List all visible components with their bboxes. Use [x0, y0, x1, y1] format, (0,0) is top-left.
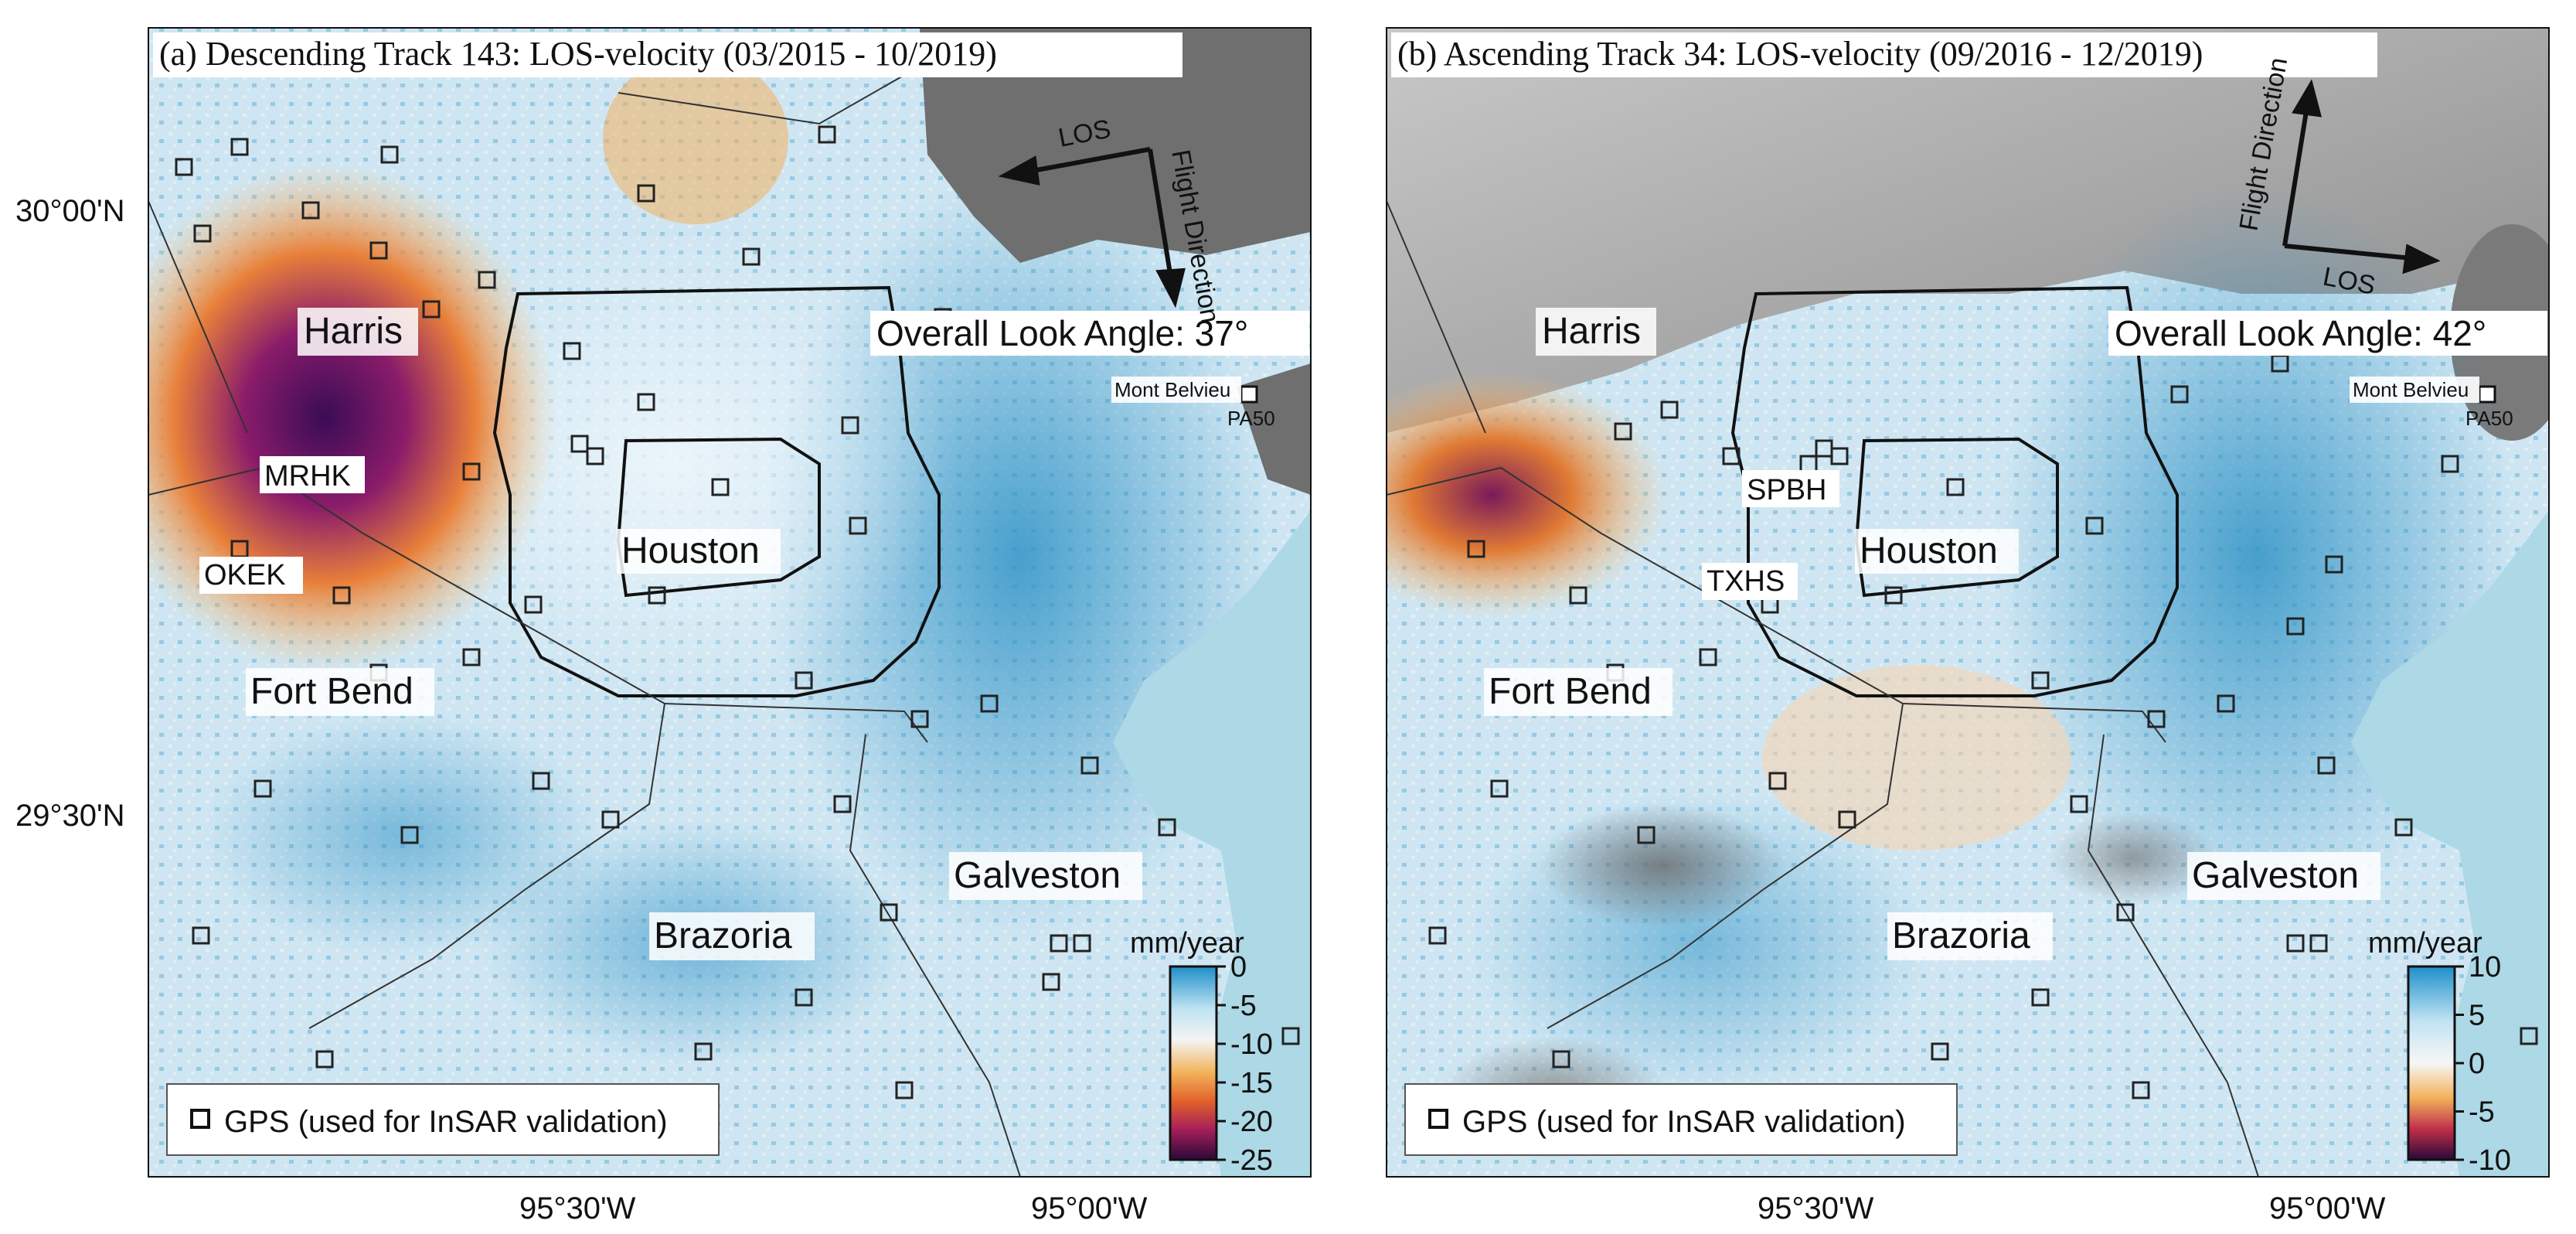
colorbar-a-tick-label: -25 — [1230, 1144, 1273, 1177]
panel-b-site-pa50: PA50 — [2465, 407, 2513, 430]
lat-label-29-30n: 29°30'N — [15, 799, 125, 833]
panel-b-station-2: TXHS — [1707, 565, 1785, 598]
houston-outline-a — [492, 285, 941, 697]
panel-b-county-fortbend: Fort Bend — [1489, 671, 1652, 712]
galveston-bay-b — [2351, 510, 2549, 1177]
panel-a-county-brazoria: Brazoria — [654, 915, 792, 956]
panel-b-station-1: SPBH — [1747, 474, 1826, 506]
panel-a-county-galveston: Galveston — [954, 855, 1121, 896]
panel-b-colorbar: mm/year 10 5 0 -5 -10 — [2368, 927, 2511, 1177]
axis-labels: 30°00'N 29°30'N 95°30'W 95°00'W 95°30'W … — [15, 194, 2386, 1225]
panel-a-title: (a) Descending Track 143: LOS-velocity (… — [159, 35, 997, 73]
panel-a-legend-label: GPS (used for InSAR validation) — [224, 1105, 668, 1139]
panel-a-colorbar-unit: mm/year — [1130, 927, 1244, 960]
panel-a-county-fortbend: Fort Bend — [250, 671, 413, 712]
panel-b-title: (b) Ascending Track 34: LOS-velocity (09… — [1397, 35, 2203, 73]
panel-b-frame — [1386, 27, 2550, 1178]
panel-b-legend-label: GPS (used for InSAR validation) — [1462, 1105, 1906, 1139]
lon-label-a-95-00w: 95°00'W — [1031, 1191, 1148, 1225]
panel-b-legend: GPS (used for InSAR validation) — [1404, 1083, 1958, 1156]
lon-label-a-95-30w: 95°30'W — [519, 1191, 636, 1225]
panel-b-county-galveston: Galveston — [2192, 855, 2359, 896]
colorbar-b-tick-label: 5 — [2469, 1000, 2485, 1032]
panel-b-map — [1387, 28, 2549, 1177]
lon-label-b-95-30w: 95°30'W — [1758, 1191, 1874, 1225]
colorbar-b-tick-label: 0 — [2469, 1048, 2485, 1080]
colorbar-a-tick-label: -15 — [1230, 1067, 1273, 1099]
colorbar-a-tick-label: 0 — [1230, 951, 1247, 983]
gps-legend-icon — [1428, 1109, 1448, 1129]
gps-legend-icon — [190, 1109, 210, 1129]
panel-a-station-1: MRHK — [264, 460, 351, 493]
houston-outline-b — [1730, 285, 2179, 697]
gps-stations-b — [1428, 354, 2538, 1115]
panel-b-county-brazoria: Brazoria — [1892, 915, 2030, 956]
colorbar-a-tick-label: -10 — [1230, 1028, 1273, 1061]
panel-a-look-angle: Overall Look Angle: 37° — [876, 313, 1248, 353]
panel-a-legend: GPS (used for InSAR validation) — [166, 1083, 720, 1156]
colorbar-b-tick-label: -10 — [2469, 1144, 2511, 1177]
lon-label-b-95-00w: 95°00'W — [2269, 1191, 2386, 1225]
colorbar-a-tick-label: -5 — [1230, 990, 1257, 1022]
lat-label-30n: 30°00'N — [15, 194, 125, 228]
panel-a-colorbar: mm/year 0 -5 -10 -15 -20 -25 — [1130, 927, 1273, 1177]
los-arrow-b — [2282, 79, 2441, 274]
los-arrow-a — [998, 147, 1186, 308]
panel-b-look-angle: Overall Look Angle: 42° — [2115, 313, 2486, 353]
panel-a-city-houston: Houston — [621, 530, 760, 571]
galveston-bay-a — [1113, 510, 1311, 1177]
gps-stations-a — [175, 125, 1300, 1115]
panel-a-map — [148, 28, 1311, 1177]
panel-a-station-2: OKEK — [204, 559, 286, 591]
panel-a-site-mont: Mont Belvieu — [1114, 378, 1230, 401]
panel-b-site-mont: Mont Belvieu — [2353, 378, 2469, 401]
panel-b-labels: (b) Ascending Track 34: LOS-velocity (09… — [1391, 32, 2547, 960]
colorbar-b-tick-label: -5 — [2469, 1096, 2495, 1129]
panel-a-site-pa50: PA50 — [1227, 407, 1275, 430]
panel-a-county-harris: Harris — [304, 311, 403, 352]
panel-a-frame — [148, 27, 1312, 1178]
colorbar-a-tick-label: -20 — [1230, 1106, 1273, 1138]
colorbar-b-tick-label: 10 — [2469, 951, 2501, 983]
panel-b-colorbar-unit: mm/year — [2368, 927, 2482, 960]
panel-b-county-harris: Harris — [1542, 311, 1641, 352]
panel-b-city-houston: Houston — [1860, 530, 1998, 571]
panel-a-labels: (a) Descending Track 143: LOS-velocity (… — [153, 32, 1309, 960]
